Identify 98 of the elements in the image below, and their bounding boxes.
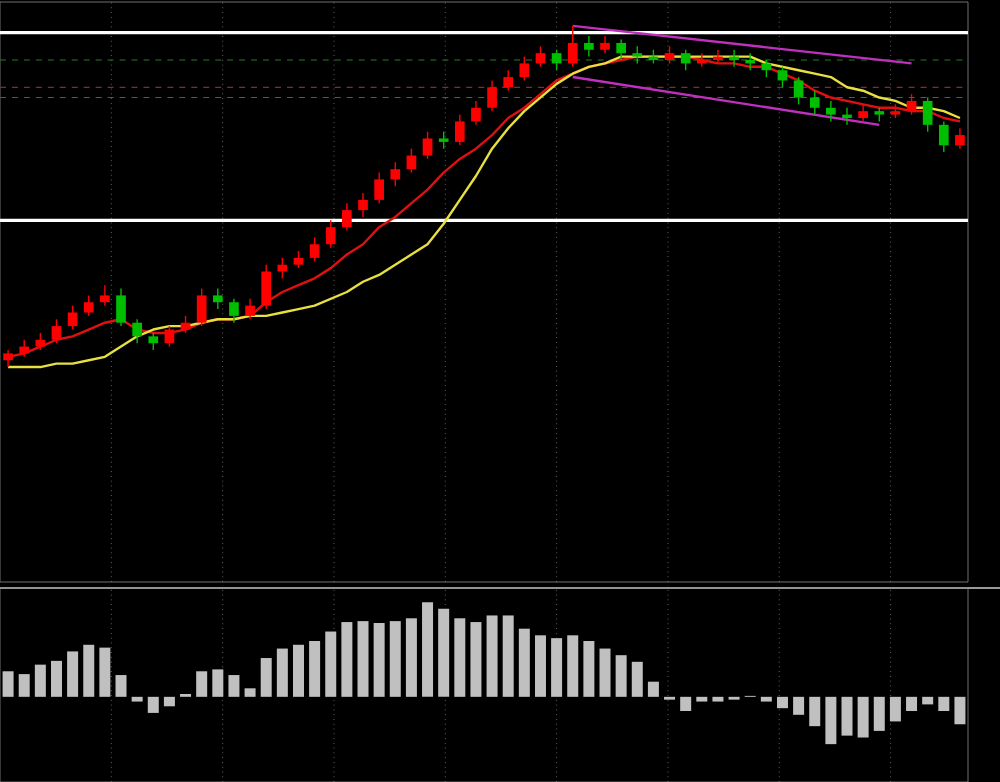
candlestick	[309, 236, 320, 262]
bar	[760, 696, 772, 702]
bar	[776, 696, 788, 709]
candlestick	[116, 287, 126, 327]
bar	[583, 640, 595, 697]
bar	[67, 651, 79, 697]
bar	[454, 618, 466, 697]
bar	[518, 628, 530, 697]
candlestick	[51, 318, 62, 344]
bar	[631, 661, 643, 697]
bar	[696, 696, 708, 702]
candlestick	[390, 161, 401, 187]
bar	[680, 696, 692, 712]
bar	[809, 696, 821, 727]
bar	[99, 647, 111, 697]
bar	[341, 622, 353, 697]
bar	[647, 681, 659, 697]
candlestick	[245, 298, 255, 320]
bar	[373, 623, 385, 697]
candlestick	[551, 49, 562, 71]
candlestick	[680, 49, 691, 71]
candlestick	[955, 127, 965, 150]
bar	[131, 696, 143, 702]
bar	[212, 669, 224, 697]
bar	[422, 602, 434, 697]
bar	[599, 648, 611, 697]
bar	[954, 696, 966, 725]
bar	[793, 696, 805, 715]
bar	[389, 621, 401, 697]
candlestick	[212, 287, 223, 310]
candlestick	[374, 171, 384, 204]
bar	[438, 608, 450, 697]
bar	[260, 658, 272, 697]
candlestick	[196, 287, 207, 327]
bar	[83, 644, 95, 697]
candlestick	[809, 90, 820, 116]
candlestick	[342, 202, 352, 232]
candlestick	[67, 304, 78, 331]
bar	[873, 696, 885, 731]
candlestick	[503, 69, 514, 92]
bar	[889, 696, 901, 722]
bar	[615, 655, 627, 697]
candlestick	[454, 113, 465, 146]
bar	[405, 618, 417, 697]
candlestick	[325, 219, 336, 249]
bar	[2, 671, 14, 697]
bar	[309, 640, 321, 697]
candlestick	[229, 298, 239, 324]
candlestick	[826, 100, 836, 123]
candlestick	[938, 120, 949, 153]
bar	[857, 696, 869, 738]
candlestick	[471, 100, 481, 126]
bar	[551, 638, 563, 697]
candlestick	[487, 79, 497, 112]
candlestick	[616, 38, 626, 61]
candlestick	[729, 49, 739, 68]
bar	[922, 696, 934, 705]
bar	[18, 674, 30, 697]
candlestick	[83, 294, 94, 317]
candlestick	[584, 35, 594, 58]
candlestick	[906, 93, 917, 116]
candlestick	[422, 130, 433, 160]
bar	[50, 660, 62, 697]
bar	[276, 648, 288, 697]
bar	[534, 635, 546, 697]
bar	[486, 615, 498, 697]
candlestick	[100, 284, 110, 307]
candlestick	[696, 52, 707, 68]
candlestick	[261, 264, 272, 310]
bar	[357, 621, 369, 697]
bar	[825, 696, 837, 745]
bar	[228, 675, 240, 697]
candlestick	[922, 96, 933, 133]
bar	[325, 631, 337, 697]
bar	[163, 696, 175, 707]
candlestick	[793, 76, 804, 106]
bar	[938, 696, 950, 712]
bar	[34, 664, 46, 697]
bar	[502, 615, 514, 697]
bar	[906, 696, 918, 712]
candlestick	[842, 107, 852, 126]
bar	[470, 622, 482, 697]
bar	[196, 671, 208, 697]
bar	[147, 696, 159, 713]
candlestick	[777, 66, 788, 88]
candlestick	[535, 45, 546, 68]
bar	[841, 696, 853, 736]
bar	[567, 635, 579, 697]
candlestick	[277, 257, 288, 280]
bar	[712, 696, 724, 702]
candlestick	[567, 25, 578, 68]
candlestick	[519, 55, 530, 82]
bar	[244, 688, 256, 697]
bar	[115, 675, 127, 697]
candlestick	[358, 192, 368, 218]
candlestick	[132, 318, 142, 344]
bar	[292, 644, 304, 697]
candlestick	[713, 49, 723, 65]
